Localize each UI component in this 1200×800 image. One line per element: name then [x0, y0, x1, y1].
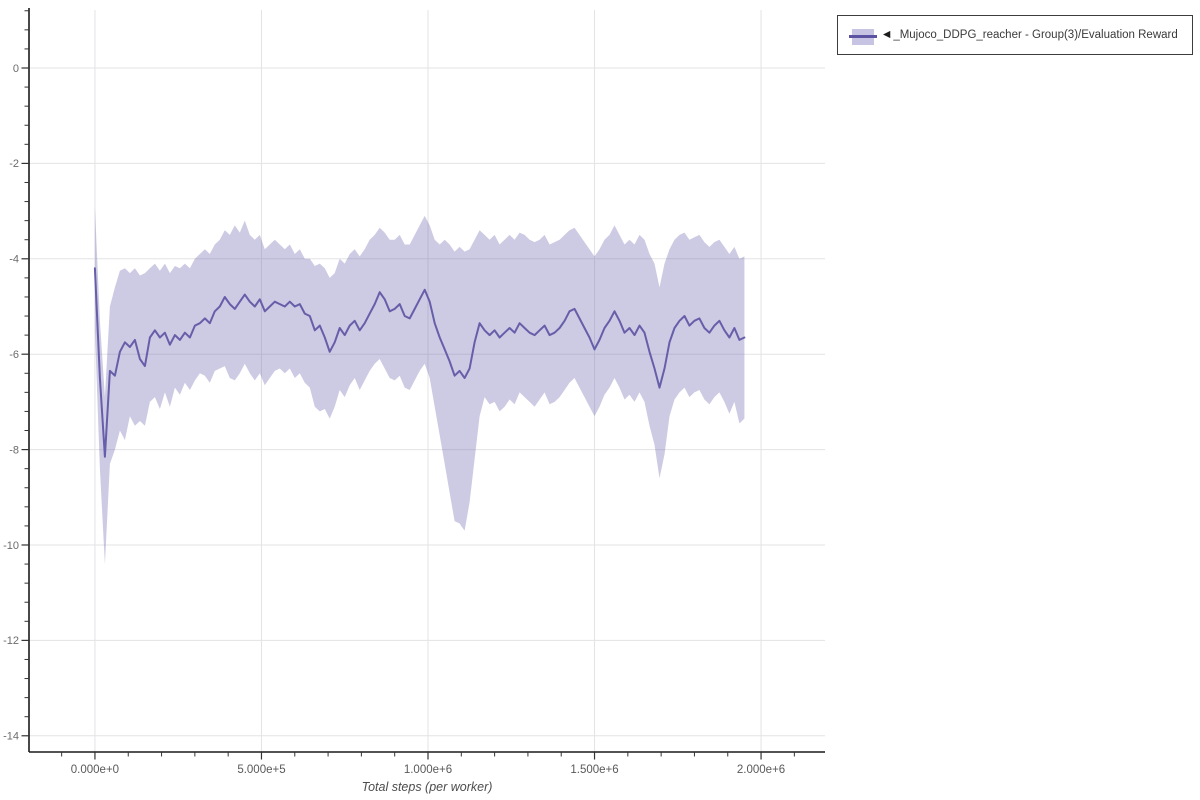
- x-tick-label: 0.000e+0: [71, 764, 119, 776]
- legend-collapse-icon[interactable]: ◀: [883, 29, 891, 40]
- x-axis-title: Total steps (per worker): [362, 780, 493, 794]
- y-tick-label: -10: [3, 540, 19, 552]
- y-axis-ticks: 0 -2 -4 -6 -8 -10 -12 -14: [3, 10, 29, 743]
- y-tick-label: -12: [3, 635, 19, 647]
- y-tick-label: 0: [13, 63, 19, 75]
- legend-item-label: _Mujoco_DDPG_reacher - Group(3)/Evaluati…: [893, 29, 1178, 41]
- y-tick-label: -6: [9, 349, 19, 361]
- series-evaluation-reward: [93, 206, 746, 565]
- legend-item-label-wrap: ◀ _Mujoco_DDPG_reacher - Group(3)/Evaluat…: [883, 26, 1178, 45]
- x-axis-ticks: 0.000e+0 5.000e+5 1.000e+6 1.500e+6 2.000e+6: [61, 752, 795, 776]
- x-tick-label: 1.500e+6: [570, 764, 618, 776]
- y-tick-label: -4: [9, 254, 19, 266]
- legend-series-line-icon: [849, 35, 877, 38]
- mean-reward-line: [93, 267, 746, 458]
- legend-series-swatch: [849, 29, 877, 45]
- x-tick-label: 5.000e+5: [237, 764, 285, 776]
- y-tick-label: -8: [9, 444, 19, 456]
- grid-lines: [29, 10, 825, 752]
- x-tick-label: 1.000e+6: [404, 764, 452, 776]
- y-tick-label: -2: [9, 158, 19, 170]
- confidence-band: [94, 206, 745, 565]
- x-tick-label: 2.000e+6: [737, 764, 785, 776]
- legend: ◀ _Mujoco_DDPG_reacher - Group(3)/Evaluat…: [837, 15, 1193, 55]
- y-tick-label: -14: [3, 731, 19, 743]
- legend-item-evaluation-reward[interactable]: ◀ _Mujoco_DDPG_reacher - Group(3)/Evaluat…: [848, 26, 1180, 45]
